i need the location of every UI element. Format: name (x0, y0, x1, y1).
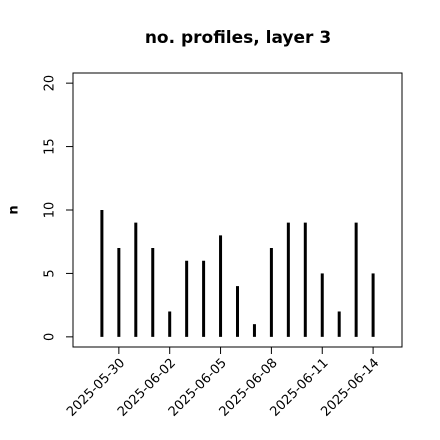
y-axis-label: n (7, 205, 22, 214)
y-tick-label: 10 (43, 202, 58, 219)
y-tick-label: 15 (43, 138, 58, 155)
y-tick-label: 0 (43, 333, 58, 341)
chart-title: no. profiles, layer 3 (145, 28, 331, 48)
y-tick-label: 20 (43, 75, 58, 92)
y-tick-label: 5 (43, 269, 58, 277)
